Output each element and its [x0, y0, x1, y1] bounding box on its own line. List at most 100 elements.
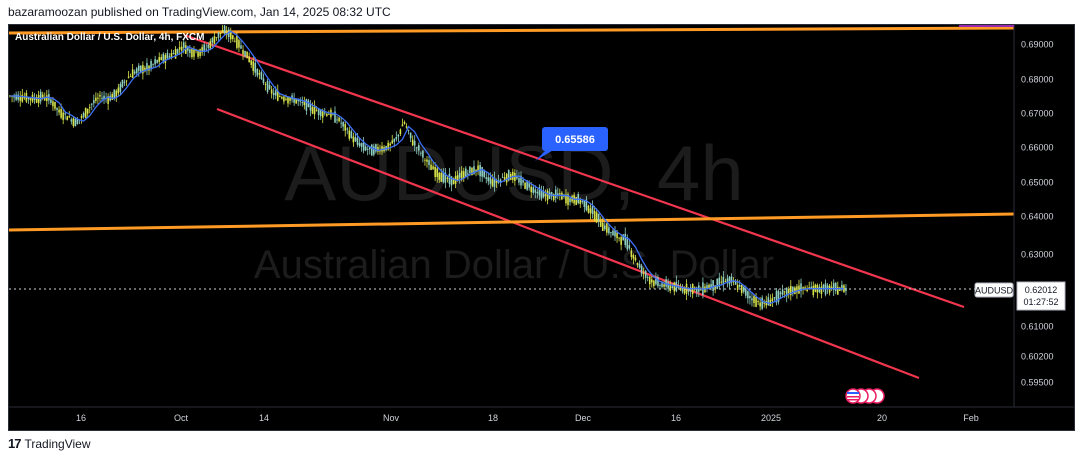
chart-legend[interactable]: Australian Dollar / U.S. Dollar, 4h, FXC…	[15, 32, 204, 43]
channel-lower-line[interactable]	[216, 107, 920, 380]
candle-body	[759, 302, 761, 307]
candle-body	[522, 180, 524, 183]
candle-body	[117, 87, 120, 94]
candle-body	[460, 170, 463, 181]
x-tick-label: Dec	[575, 413, 592, 423]
chart-svg[interactable]: AUDUSD, 4h Australian Dollar / U.S. Doll…	[9, 25, 1074, 430]
candle-body	[622, 234, 624, 241]
price-callout-box	[542, 127, 608, 151]
channel-upper-line[interactable]	[183, 33, 965, 309]
watermark-name: Australian Dollar / U.S. Dollar	[254, 243, 774, 287]
us-flag-icon[interactable]	[845, 388, 885, 404]
price-tag: 0.62012	[1025, 285, 1058, 295]
candle-body	[274, 90, 277, 96]
candle-body	[575, 197, 577, 205]
candle-body	[178, 47, 181, 50]
footer-brand[interactable]: TradingView	[24, 437, 91, 451]
candle-body	[180, 46, 183, 51]
candle-body	[58, 109, 60, 113]
candle-body	[191, 48, 193, 58]
candle-body	[465, 168, 467, 177]
candle-body	[794, 287, 796, 294]
candle-body	[589, 208, 592, 214]
candle-body	[550, 192, 553, 197]
candle-body	[352, 136, 355, 143]
candle-body	[432, 166, 434, 170]
candle-body	[121, 79, 124, 88]
x-tick-label: Oct	[174, 413, 189, 423]
candle-body	[540, 190, 543, 199]
candle-body	[303, 101, 306, 106]
moving-average-line	[10, 30, 844, 305]
candle-body	[489, 177, 492, 184]
candle-body	[636, 263, 639, 265]
candle-body	[812, 285, 815, 296]
price-scale[interactable]	[1014, 25, 1074, 407]
symbol-tag: AUDUSD	[975, 286, 1014, 296]
candle-body	[632, 255, 635, 259]
candle-body	[434, 166, 436, 178]
candle-body	[336, 119, 338, 121]
candle-body	[581, 200, 584, 203]
candle-body	[783, 291, 786, 293]
candle-body	[362, 142, 365, 151]
y-tick-label: 0.66000	[1021, 143, 1054, 153]
candle-body	[103, 95, 105, 100]
candle-body	[789, 285, 792, 296]
candle-body	[221, 30, 224, 33]
candle-body	[115, 90, 118, 98]
candle-body	[800, 283, 802, 292]
candle-body	[23, 96, 26, 99]
candle-body	[184, 45, 187, 54]
candle-body	[328, 113, 330, 115]
candle-body	[503, 177, 506, 181]
candle-body	[761, 297, 763, 309]
candle-body	[708, 284, 710, 289]
candle-body	[264, 83, 267, 85]
candle-body	[593, 210, 596, 221]
chart-frame[interactable]: AUDUSD, 4h Australian Dollar / U.S. Doll…	[8, 24, 1075, 431]
candle-body	[207, 45, 210, 48]
candle-body	[755, 297, 757, 307]
candle-body	[62, 112, 64, 120]
candle-body	[673, 282, 676, 292]
candle-body	[375, 144, 377, 152]
candle-body	[792, 286, 794, 294]
candle-body	[745, 289, 747, 296]
candle-body	[131, 69, 134, 78]
candle-body	[810, 286, 813, 290]
candle-body	[561, 192, 563, 200]
candle-body	[644, 271, 647, 278]
support-line-orange[interactable]	[9, 212, 1015, 232]
candle-body	[346, 128, 349, 130]
tradingview-logo-icon[interactable]: 17	[8, 436, 22, 451]
candle-body	[548, 192, 551, 199]
candle-body	[90, 103, 93, 105]
candle-body	[311, 107, 314, 114]
candle-body	[757, 301, 759, 303]
candle-body	[358, 143, 361, 146]
price-callout[interactable]: 0.65586	[535, 127, 608, 161]
candle-body	[640, 265, 643, 274]
candle-body	[612, 230, 614, 236]
y-tick-label: 0.65000	[1021, 178, 1054, 188]
price-callout-label: 0.65586	[555, 134, 595, 146]
candle-body	[295, 98, 297, 104]
candle-body	[43, 97, 46, 101]
candle-body	[354, 137, 357, 142]
candle-body	[444, 172, 447, 183]
candle-body	[84, 107, 87, 118]
candle-body	[456, 175, 459, 181]
candle-body	[127, 76, 130, 78]
candle-body	[319, 110, 322, 117]
candle-body	[19, 96, 22, 101]
candle-body	[217, 32, 220, 38]
candle-body	[806, 289, 808, 292]
candle-body	[377, 146, 379, 152]
candle-body	[728, 276, 731, 285]
resistance-line-top[interactable]	[9, 26, 1015, 35]
candle-body	[599, 221, 602, 227]
candle-body	[88, 107, 91, 109]
candle-body	[413, 140, 416, 146]
candle-body	[648, 276, 651, 285]
